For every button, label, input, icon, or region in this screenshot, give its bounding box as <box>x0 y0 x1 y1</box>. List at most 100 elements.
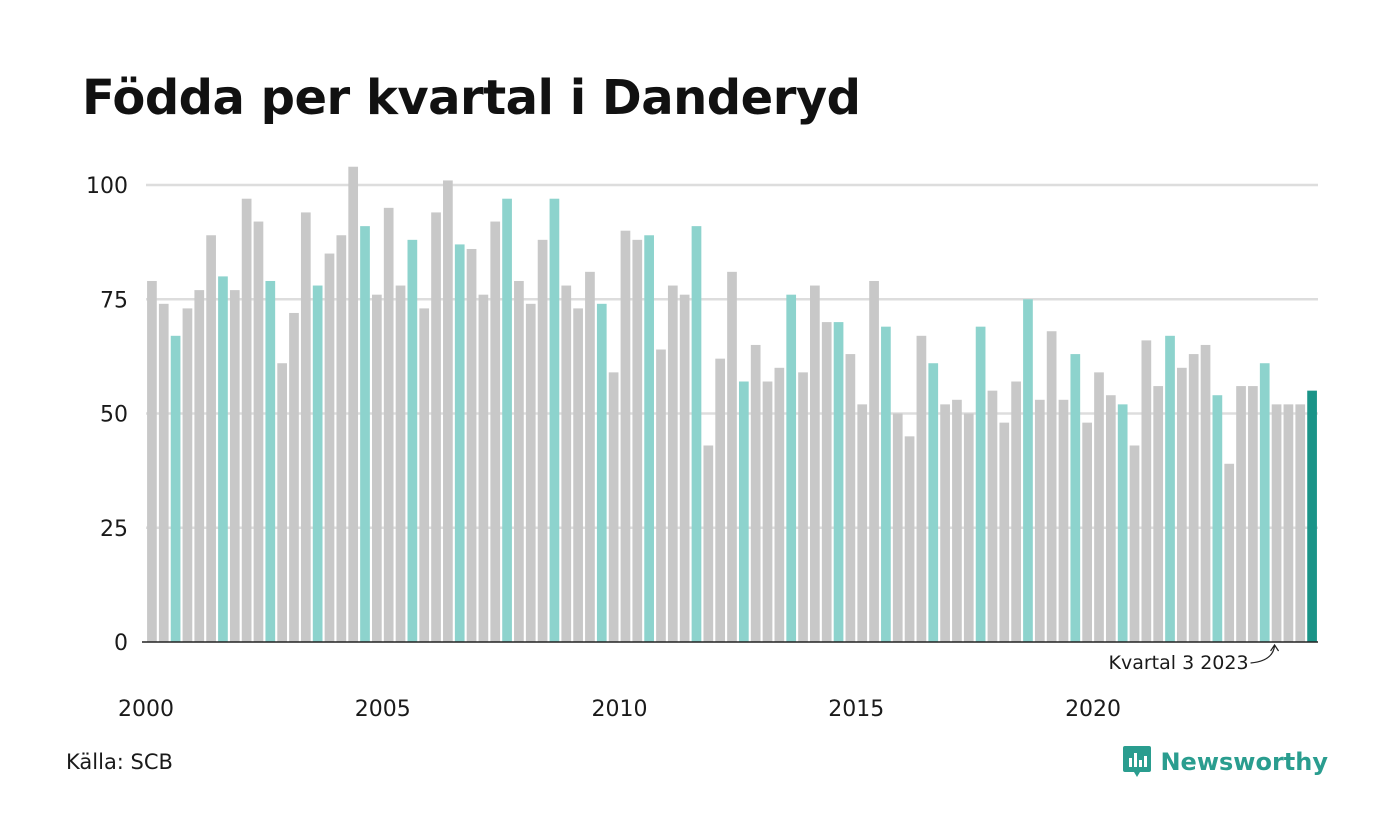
bar <box>443 180 453 642</box>
bar <box>478 294 489 642</box>
bar <box>869 280 879 642</box>
bar <box>502 198 512 642</box>
bar <box>916 335 927 642</box>
bar <box>703 445 714 642</box>
bar <box>490 221 501 642</box>
bar <box>940 404 950 642</box>
bar <box>466 248 477 643</box>
bar <box>1177 367 1187 642</box>
annotation-arrow <box>1250 643 1280 664</box>
x-tick-label: 2020 <box>1065 697 1121 722</box>
bar <box>241 198 252 642</box>
bar <box>395 285 406 642</box>
bar <box>620 230 631 642</box>
bar <box>407 239 418 642</box>
bar <box>762 381 773 642</box>
bar <box>892 413 903 642</box>
bar <box>585 271 595 642</box>
annotation-label: Kvartal 3 2023 <box>1109 652 1249 674</box>
bar <box>881 326 891 642</box>
chart-title: Födda per kvartal i Danderyd <box>82 70 861 126</box>
bar <box>1248 386 1258 642</box>
bar <box>206 235 216 642</box>
bar <box>300 212 311 643</box>
bar <box>952 399 962 642</box>
bar-highlighted <box>1307 390 1317 642</box>
bar <box>1117 404 1128 642</box>
bar <box>845 354 856 642</box>
bar <box>265 280 276 642</box>
bar <box>821 322 832 642</box>
newsworthy-logo: Newsworthy <box>1122 744 1328 780</box>
bars <box>147 166 1317 643</box>
bar <box>561 285 572 642</box>
bar <box>277 363 287 642</box>
bar <box>975 326 986 642</box>
annotation: Kvartal 3 2023 <box>1109 643 1280 674</box>
bar <box>336 235 347 642</box>
bar <box>419 308 430 642</box>
bar <box>312 285 323 642</box>
bar <box>348 166 359 642</box>
source-note: Källa: SCB <box>66 750 173 774</box>
bar <box>1129 445 1140 642</box>
bar <box>810 285 820 642</box>
bar <box>1224 463 1235 642</box>
bar <box>1188 354 1199 642</box>
bar <box>963 413 974 642</box>
logo-text: Newsworthy <box>1160 748 1328 776</box>
bar <box>1141 340 1152 642</box>
bar <box>1165 335 1175 642</box>
bar <box>454 244 465 642</box>
bar <box>514 280 524 642</box>
bar <box>1283 404 1294 642</box>
bar <box>786 294 797 642</box>
bar <box>774 367 785 642</box>
bar <box>194 290 205 642</box>
bar <box>158 303 169 642</box>
bar <box>738 381 749 642</box>
y-tick-label: 75 <box>100 288 128 313</box>
bar <box>679 294 690 642</box>
bar <box>1259 363 1270 642</box>
newsworthy-logo-icon <box>1123 746 1152 777</box>
bar <box>383 207 394 642</box>
bar <box>1212 395 1223 642</box>
bar <box>656 349 666 642</box>
bar <box>999 422 1010 642</box>
bar <box>1094 372 1104 642</box>
bar <box>644 235 654 642</box>
y-tick-label: 25 <box>100 517 128 542</box>
bar <box>218 276 228 642</box>
bar <box>573 308 583 642</box>
bar <box>904 436 915 642</box>
bar <box>229 290 240 642</box>
bar <box>667 285 678 642</box>
bar <box>1271 404 1282 642</box>
bar <box>253 221 264 642</box>
x-tick-label: 2015 <box>828 697 884 722</box>
y-tick-label: 100 <box>86 174 128 199</box>
bar <box>596 303 607 642</box>
bar <box>987 390 998 642</box>
bar <box>1236 386 1246 642</box>
bar <box>1023 299 1033 642</box>
bar <box>324 253 335 643</box>
axes: 0 25 50 75 100 2000 2005 2010 2015 2020 <box>86 174 1318 722</box>
y-tick-label: 0 <box>114 631 128 656</box>
bar <box>360 226 370 642</box>
bar <box>1070 354 1081 642</box>
bar <box>727 271 737 642</box>
bar <box>1200 344 1211 642</box>
bar <box>833 322 844 642</box>
bar <box>147 280 157 642</box>
bar <box>798 372 808 642</box>
bar <box>750 344 761 642</box>
bar <box>289 312 299 642</box>
bar <box>1058 399 1069 642</box>
bar <box>1011 381 1021 642</box>
x-tick-label: 2010 <box>592 697 648 722</box>
bar <box>182 308 193 642</box>
bar <box>1153 386 1164 642</box>
